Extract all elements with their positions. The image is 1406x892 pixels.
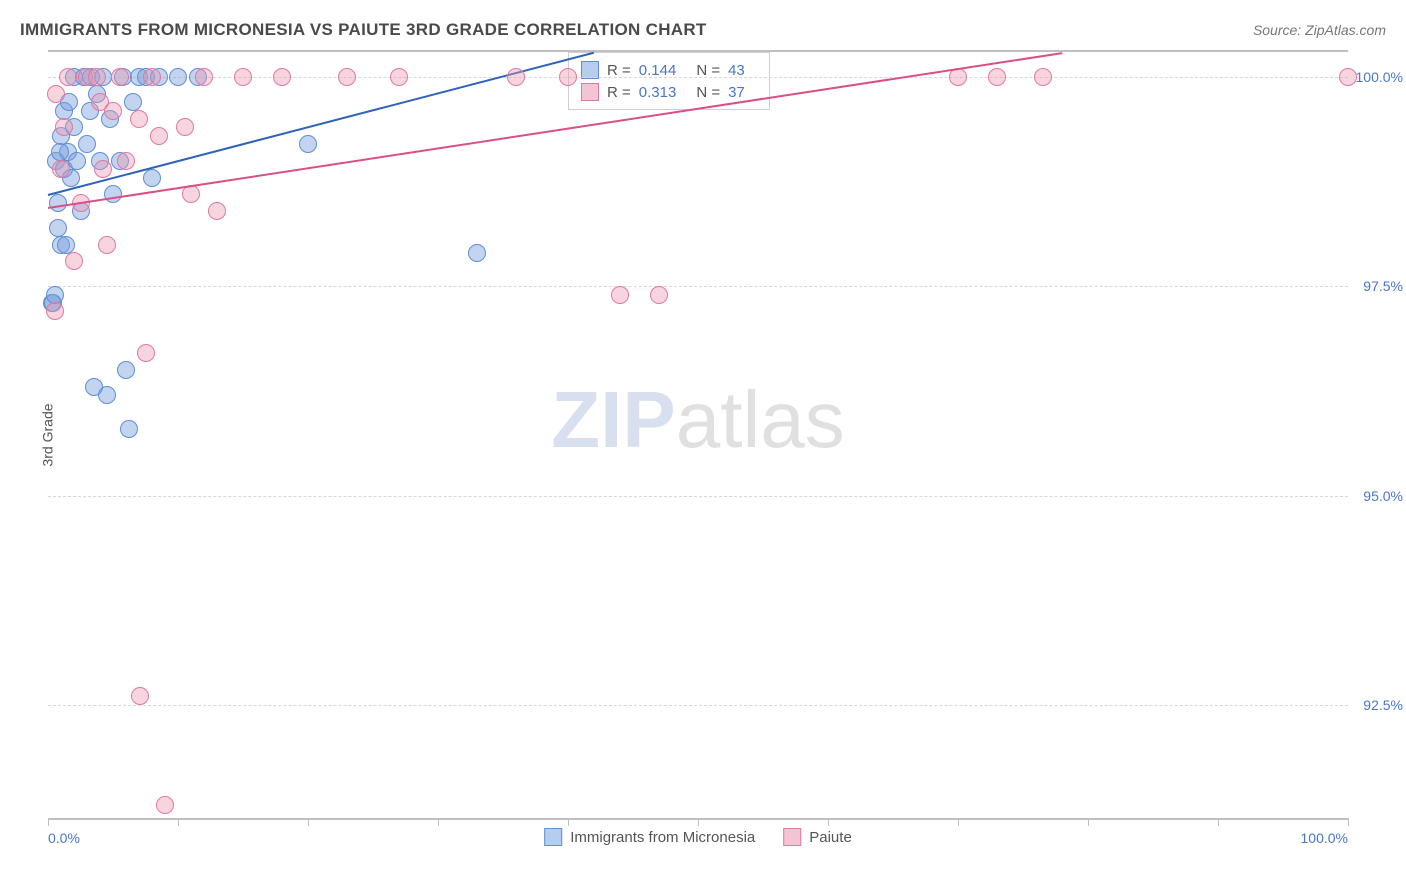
data-point-paiute: [98, 236, 116, 254]
data-point-micronesia: [78, 135, 96, 153]
data-point-paiute: [273, 68, 291, 86]
x-tick: [438, 818, 439, 826]
data-point-paiute: [611, 286, 629, 304]
data-point-paiute: [156, 796, 174, 814]
data-point-paiute: [390, 68, 408, 86]
data-point-paiute: [559, 68, 577, 86]
data-point-micronesia: [117, 361, 135, 379]
y-tick-label: 92.5%: [1363, 697, 1403, 713]
title-bar: IMMIGRANTS FROM MICRONESIA VS PAIUTE 3RD…: [20, 18, 1386, 42]
gridline: [48, 496, 1348, 497]
gridline: [48, 286, 1348, 287]
gridline: [48, 705, 1348, 706]
x-tick-label: 100.0%: [1301, 830, 1348, 846]
source-label: Source:: [1253, 22, 1305, 38]
data-point-paiute: [55, 118, 73, 136]
data-point-paiute: [507, 68, 525, 86]
x-tick: [48, 818, 49, 826]
x-tick: [828, 818, 829, 826]
r-label: R =: [607, 62, 631, 79]
n-label: N =: [696, 84, 720, 101]
data-point-paiute: [131, 687, 149, 705]
data-point-paiute: [195, 68, 213, 86]
data-point-paiute: [234, 68, 252, 86]
data-point-paiute: [143, 68, 161, 86]
data-point-micronesia: [124, 93, 142, 111]
swatch-micronesia: [544, 828, 562, 846]
y-tick-label: 95.0%: [1363, 488, 1403, 504]
n-label: N =: [696, 62, 720, 79]
y-axis-title: 3rd Grade: [40, 403, 56, 466]
data-point-paiute: [88, 68, 106, 86]
data-point-paiute: [117, 152, 135, 170]
data-point-paiute: [338, 68, 356, 86]
data-point-paiute: [988, 68, 1006, 86]
legend-label: Immigrants from Micronesia: [570, 829, 755, 846]
n-value: 43: [728, 62, 745, 79]
data-point-micronesia: [68, 152, 86, 170]
data-point-paiute: [150, 127, 168, 145]
data-point-paiute: [1034, 68, 1052, 86]
data-point-micronesia: [468, 244, 486, 262]
watermark-atlas: atlas: [676, 375, 845, 464]
n-value: 37: [728, 84, 745, 101]
data-point-paiute: [65, 252, 83, 270]
data-point-micronesia: [57, 236, 75, 254]
data-point-paiute: [137, 344, 155, 362]
data-point-micronesia: [143, 169, 161, 187]
data-point-micronesia: [49, 219, 67, 237]
data-point-micronesia: [169, 68, 187, 86]
watermark-zip: ZIP: [551, 375, 675, 464]
r-value: 0.313: [639, 84, 677, 101]
data-point-micronesia: [51, 143, 69, 161]
series-legend: Immigrants from Micronesia Paiute: [544, 828, 852, 846]
x-tick: [178, 818, 179, 826]
x-tick: [1218, 818, 1219, 826]
data-point-micronesia: [98, 386, 116, 404]
y-tick-label: 100.0%: [1356, 69, 1403, 85]
data-point-paiute: [94, 160, 112, 178]
data-point-paiute: [1339, 68, 1357, 86]
x-tick: [308, 818, 309, 826]
x-tick: [568, 818, 569, 826]
data-point-micronesia: [46, 286, 64, 304]
legend-row-paiute: R = 0.313 N = 37: [581, 81, 757, 103]
x-tick: [1348, 818, 1349, 826]
data-point-paiute: [104, 102, 122, 120]
legend-label: Paiute: [809, 829, 852, 846]
x-tick: [958, 818, 959, 826]
source-attribution: Source: ZipAtlas.com: [1253, 22, 1386, 38]
data-point-paiute: [130, 110, 148, 128]
data-point-micronesia: [104, 185, 122, 203]
legend-item-micronesia: Immigrants from Micronesia: [544, 828, 755, 846]
chart-title: IMMIGRANTS FROM MICRONESIA VS PAIUTE 3RD…: [20, 20, 707, 40]
data-point-paiute: [47, 85, 65, 103]
data-point-paiute: [52, 160, 70, 178]
data-point-paiute: [208, 202, 226, 220]
data-point-paiute: [176, 118, 194, 136]
r-value: 0.144: [639, 62, 677, 79]
data-point-micronesia: [120, 420, 138, 438]
data-point-micronesia: [299, 135, 317, 153]
source-name: ZipAtlas.com: [1305, 22, 1386, 38]
data-point-paiute: [46, 302, 64, 320]
data-point-paiute: [59, 68, 77, 86]
x-tick: [1088, 818, 1089, 826]
scatter-plot-area: 3rd Grade ZIPatlas R = 0.144 N = 43 R = …: [48, 50, 1348, 820]
watermark: ZIPatlas: [551, 374, 844, 466]
data-point-micronesia: [49, 194, 67, 212]
data-point-paiute: [650, 286, 668, 304]
x-tick-label: 0.0%: [48, 830, 80, 846]
y-tick-label: 97.5%: [1363, 278, 1403, 294]
data-point-paiute: [111, 68, 129, 86]
x-tick: [698, 818, 699, 826]
swatch-paiute: [581, 83, 599, 101]
r-label: R =: [607, 84, 631, 101]
legend-item-paiute: Paiute: [783, 828, 852, 846]
swatch-paiute: [783, 828, 801, 846]
